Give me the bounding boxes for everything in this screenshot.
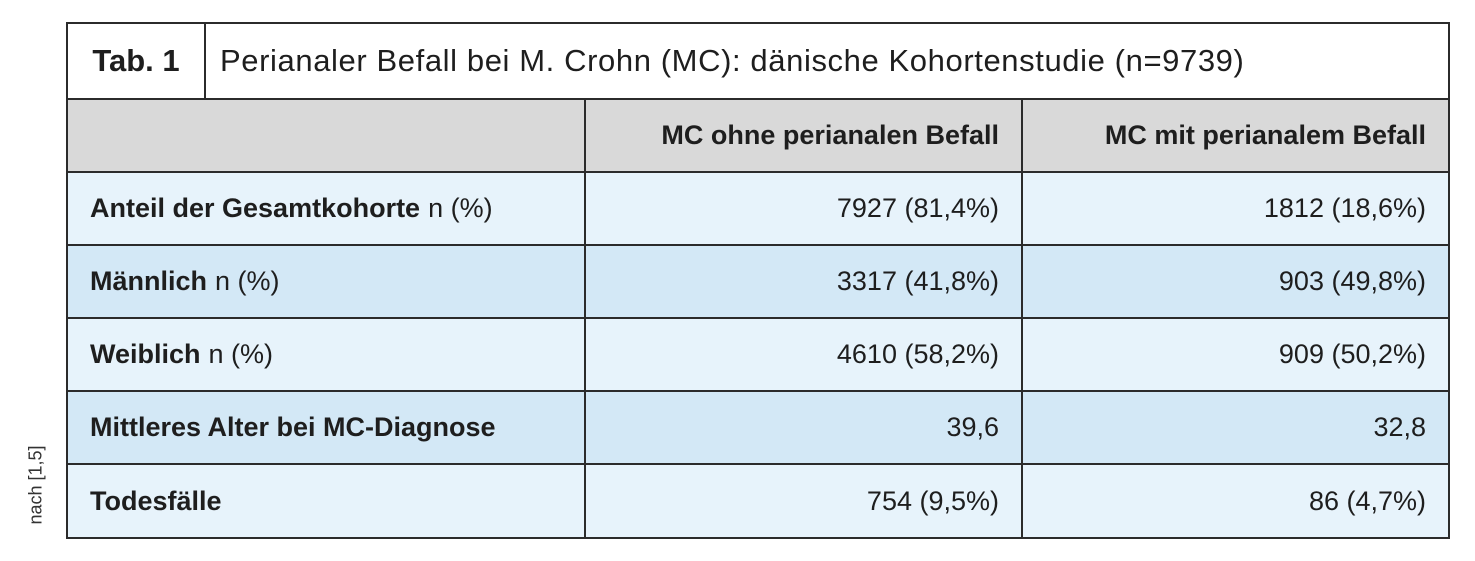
row-label-cell: Männlich n (%)	[68, 246, 586, 317]
value-cell: 4610 (58,2%)	[586, 319, 1023, 390]
row-label: Weiblich	[90, 339, 201, 369]
row-label: Anteil der Gesamtkohorte	[90, 193, 421, 223]
value-cell: 3317 (41,8%)	[586, 246, 1023, 317]
source-note: nach [1,5]	[25, 445, 46, 525]
row-unit: n (%)	[208, 339, 274, 369]
data-table: Tab. 1 Perianaler Befall bei M. Crohn (M…	[66, 22, 1450, 539]
row-unit: n (%)	[215, 266, 280, 296]
table-row: Todesfälle 754 (9,5%) 86 (4,7%)	[68, 465, 1448, 537]
row-label: Mittleres Alter bei MC-Diagnose	[90, 412, 496, 442]
value-cell: 7927 (81,4%)	[586, 173, 1023, 244]
value-cell: 32,8	[1373, 412, 1426, 442]
table-row: Männlich n (%) 3317 (41,8%) 903 (49,8%)	[68, 246, 1448, 319]
row-label-cell: Anteil der Gesamtkohorte n (%)	[68, 173, 586, 244]
table-row: Mittleres Alter bei MC-Diagnose 39,6 32,…	[68, 392, 1448, 465]
value-cell: 86 (4,7%)	[1308, 485, 1426, 516]
header-cell-empty	[68, 100, 586, 171]
row-label: Männlich	[90, 266, 208, 296]
value-cell: 903 (49,8%)	[1278, 266, 1426, 296]
table-title: Perianaler Befall bei M. Crohn (MC): dän…	[220, 43, 1245, 78]
header-cell-with-perianal: MC mit perianalem Befall	[1104, 120, 1426, 150]
row-label: Todesfälle	[90, 485, 222, 516]
table-title-row: Tab. 1 Perianaler Befall bei M. Crohn (M…	[68, 24, 1448, 100]
table-header-row: MC ohne perianalen Befall MC mit periana…	[68, 100, 1448, 173]
row-label-cell: Mittleres Alter bei MC-Diagnose	[68, 392, 586, 463]
table-number: Tab. 1	[68, 24, 206, 98]
value-cell: 754 (9,5%)	[586, 465, 1023, 537]
table-row: Weiblich n (%) 4610 (58,2%) 909 (50,2%)	[68, 319, 1448, 392]
value-cell: 1812 (18,6%)	[1263, 193, 1426, 223]
row-label-cell: Weiblich n (%)	[68, 319, 586, 390]
value-cell: 39,6	[586, 392, 1023, 463]
table-row: Anteil der Gesamtkohorte n (%) 7927 (81,4…	[68, 173, 1448, 246]
value-cell: 909 (50,2%)	[1278, 339, 1426, 369]
header-cell-without-perianal: MC ohne perianalen Befall	[586, 100, 1023, 171]
row-unit: n (%)	[428, 193, 493, 223]
row-label-cell: Todesfälle	[68, 465, 586, 537]
